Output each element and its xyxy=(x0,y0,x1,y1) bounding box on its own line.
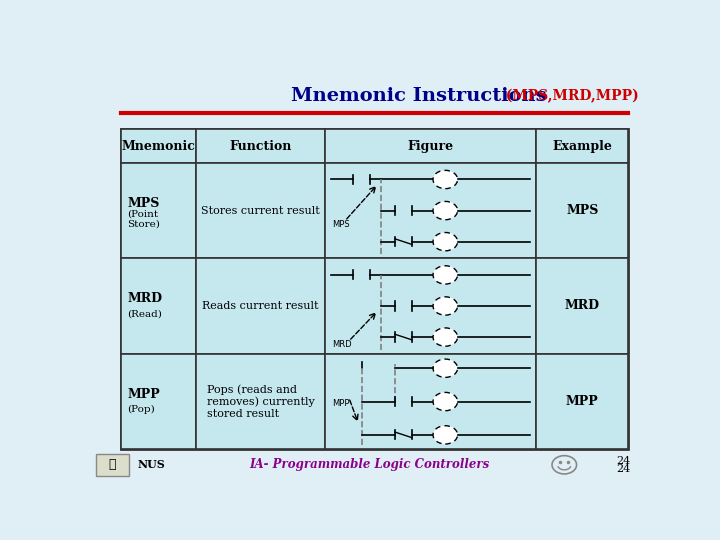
Text: MPS: MPS xyxy=(566,204,598,217)
Circle shape xyxy=(433,201,458,220)
Bar xyxy=(325,163,536,258)
Text: (Pop): (Pop) xyxy=(127,406,155,414)
Bar xyxy=(536,163,629,258)
Text: (Point
Store): (Point Store) xyxy=(127,209,161,228)
Circle shape xyxy=(433,328,458,346)
Bar xyxy=(196,258,325,354)
Bar xyxy=(196,129,325,163)
Text: Figure: Figure xyxy=(408,139,454,153)
Text: Example: Example xyxy=(552,139,612,153)
Text: MPP: MPP xyxy=(127,388,160,401)
Bar xyxy=(121,129,629,449)
Circle shape xyxy=(433,393,458,411)
Text: Function: Function xyxy=(230,139,292,153)
Bar xyxy=(96,454,129,476)
Circle shape xyxy=(433,359,458,377)
Text: Mnemonic Instructions: Mnemonic Instructions xyxy=(291,87,546,105)
Text: Reads current result: Reads current result xyxy=(202,301,319,311)
Circle shape xyxy=(433,266,458,284)
Bar xyxy=(121,129,196,163)
Text: MRD: MRD xyxy=(564,300,600,313)
Bar xyxy=(536,129,629,163)
Text: (Read): (Read) xyxy=(127,310,162,319)
Circle shape xyxy=(433,426,458,444)
Text: 🦁: 🦁 xyxy=(109,458,116,471)
Circle shape xyxy=(433,170,458,188)
Bar xyxy=(121,258,196,354)
Text: 24: 24 xyxy=(616,456,630,465)
Text: Stores current result: Stores current result xyxy=(201,206,320,215)
Text: IA- Programmable Logic Controllers: IA- Programmable Logic Controllers xyxy=(249,458,489,471)
Circle shape xyxy=(433,297,458,315)
Bar xyxy=(325,258,536,354)
Bar xyxy=(121,163,196,258)
Text: NUS: NUS xyxy=(138,460,165,470)
Text: (MPS,MRD,MPP): (MPS,MRD,MPP) xyxy=(500,89,639,103)
Text: MPS: MPS xyxy=(127,197,160,210)
Text: MPS: MPS xyxy=(332,220,350,229)
Text: 24: 24 xyxy=(616,464,630,474)
Text: MRD: MRD xyxy=(332,340,351,349)
Bar xyxy=(325,354,536,449)
Bar xyxy=(536,258,629,354)
Bar xyxy=(536,354,629,449)
Circle shape xyxy=(433,233,458,251)
Text: Mnemonic: Mnemonic xyxy=(122,139,195,153)
Text: Pops (reads and
removes) currently
stored result: Pops (reads and removes) currently store… xyxy=(207,384,315,418)
Text: MPP: MPP xyxy=(566,395,598,408)
Bar xyxy=(121,354,196,449)
Bar xyxy=(196,354,325,449)
Text: MRD: MRD xyxy=(127,292,163,305)
Bar xyxy=(196,163,325,258)
Bar xyxy=(325,129,536,163)
Text: MPP: MPP xyxy=(332,399,349,408)
